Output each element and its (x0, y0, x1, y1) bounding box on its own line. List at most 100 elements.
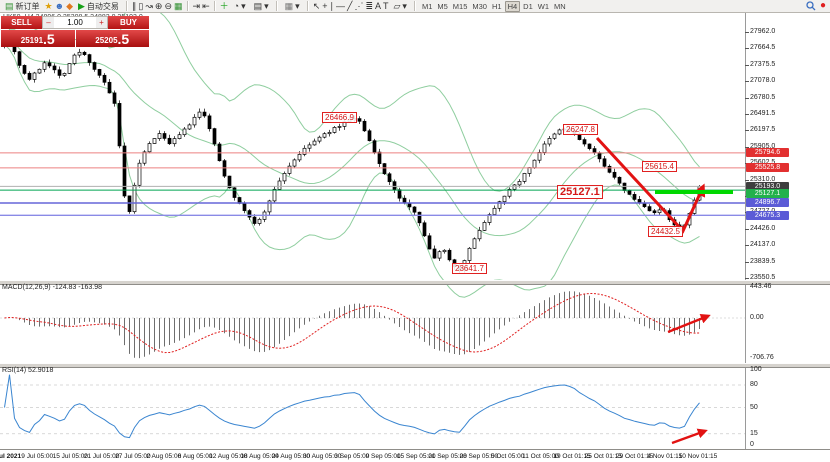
indicators-add-icon[interactable]: ＋ (219, 1, 229, 11)
auto-trading-label: 自动交易 (86, 1, 119, 11)
price-tick-mark (745, 261, 749, 263)
time-axis-label: 2 Aug 05:00 (146, 453, 182, 460)
toolbar-separator (186, 1, 189, 11)
timeframe-button-m1[interactable]: M1 (421, 1, 433, 11)
cursor-icon[interactable]: ↖ (312, 1, 321, 11)
bid-price-main: 25191 (20, 36, 44, 45)
horizontal-line-icon[interactable]: ― (336, 1, 346, 11)
time-axis-label: 11 Oct 05:00 (522, 453, 559, 460)
zoom-in-icon[interactable]: ⊕ (154, 1, 163, 11)
text-tool-icon[interactable]: A (374, 1, 381, 11)
shapes-button[interactable]: ▱ ▾ (391, 0, 410, 12)
volume-decrease-button[interactable]: – (43, 17, 54, 28)
time-axis-label: 19 Oct 01:15 (553, 453, 591, 460)
auto-trading-button[interactable]: ▶ 自动交易 (75, 0, 122, 12)
timeframe-button-d1[interactable]: D1 (523, 1, 533, 11)
price-level-tag: 25525.8 (746, 163, 789, 173)
chart-region: HK50-,H4 24896.0 25308.5 24882.0 25193.0… (0, 13, 830, 449)
timeframe-button-m30[interactable]: M30 (472, 1, 487, 11)
timeframe-button-m5[interactable]: M5 (437, 1, 448, 11)
bid-price-button[interactable]: 25191 .5 (1, 30, 75, 47)
profile-icon[interactable]: ☻ (54, 1, 65, 11)
sell-button[interactable]: SELL (1, 16, 42, 29)
auto-trading-play-icon: ▶ (78, 1, 85, 11)
time-axis-label: 9 Sep 05:00 (365, 453, 401, 460)
price-chart-canvas[interactable] (0, 13, 830, 449)
swing-label-25127[interactable]: 25127.1 (557, 185, 603, 199)
bar-chart-icon[interactable]: ∥ (131, 1, 137, 11)
time-axis-label: 6 Aug 05:00 (177, 453, 213, 460)
swing-label-25615[interactable]: 25615.4 (642, 161, 677, 172)
label-tool-icon[interactable]: T (383, 1, 389, 11)
templates-icon: ▤ (253, 1, 263, 11)
bid-price-fraction: .5 (43, 31, 55, 47)
time-axis-label: 5 Jul 2021 (0, 453, 22, 460)
periods-button[interactable]: ◔ ▾ (231, 0, 249, 12)
swing-label-24432[interactable]: 24432.5 (648, 226, 683, 237)
price-level-tag: 24896.7 (746, 198, 789, 208)
price-tick-label: 27078.0 (750, 77, 776, 85)
timeframe-button-h1[interactable]: H1 (491, 1, 502, 11)
channel-icon[interactable]: ⋰ (354, 1, 364, 11)
tile-windows-icon[interactable]: ▦ (174, 1, 183, 11)
price-tick-label: 26780.5 (750, 93, 776, 101)
timeframe-button-h4[interactable]: H4 (504, 0, 521, 12)
vertical-line-icon[interactable]: ∣ (329, 1, 335, 11)
price-level-tag: 25794.6 (746, 148, 789, 158)
price-tick-label: 27664.5 (750, 44, 776, 52)
ask-price-main: 25205 (95, 36, 118, 45)
alert-notification-icon[interactable]: ● (819, 0, 826, 11)
line-chart-icon[interactable]: ↝ (145, 1, 153, 11)
timeframe-toolbar: M1 M5 M15 M30 H1 H4 D1 W1 MN (420, 0, 568, 12)
price-tick-mark (745, 278, 749, 279)
price-tick-mark (745, 146, 749, 148)
trendline-icon[interactable]: ╱ (347, 1, 353, 11)
buy-button[interactable]: BUY (108, 16, 149, 29)
price-level-tag: 24675.3 (746, 210, 789, 220)
timeframe-button-m15[interactable]: M15 (452, 1, 468, 11)
price-tick-mark (745, 32, 749, 33)
main-toolbar: ▤ 新订单 ★ ☻ ◆ ▶ 自动交易 ∥ ▯ ↝ ⊕ ⊖ ▦ ⇥ ⇤ ＋ ◔ ▾… (0, 0, 830, 13)
time-axis-label: 28 Sep 05:00 (459, 453, 499, 460)
time-axis-label: 9 Jul 05:00 (21, 453, 54, 460)
chevron-down-icon: ▾ (264, 1, 269, 11)
profiles-icon: ▦ (284, 1, 294, 11)
market-icon[interactable]: ◆ (66, 1, 73, 11)
templates-button[interactable]: ▤ ▾ (251, 0, 272, 12)
candlestick-chart-icon[interactable]: ▯ (138, 1, 144, 11)
timeframe-button-mn[interactable]: MN (554, 1, 566, 11)
time-axis-label: 30 Aug 05:00 (303, 453, 342, 460)
toolbar-separator (275, 1, 278, 11)
swing-label-26466[interactable]: 26466.9 (322, 112, 357, 123)
macd-axis-label: 443.46 (750, 283, 772, 290)
price-axis-divider (745, 13, 746, 449)
crosshair-icon[interactable]: + (322, 1, 328, 11)
chevron-down-icon: ▾ (402, 1, 407, 11)
price-tick-mark (745, 114, 749, 115)
new-order-button[interactable]: ▤ 新订单 (2, 0, 43, 12)
ask-price-button[interactable]: 25205 .5 (75, 30, 149, 47)
profiles-button[interactable]: ▦ ▾ (282, 0, 303, 12)
auto-scroll-icon[interactable]: ⇥ (192, 1, 201, 11)
price-tick-label: 25905.0 (750, 142, 776, 150)
favorites-icon[interactable]: ★ (44, 1, 53, 11)
pane-separator[interactable] (0, 363, 830, 368)
pane-separator[interactable] (0, 280, 830, 285)
one-click-trade-panel: SELL – 1.00 + BUY 25191 .5 25205 .5 (1, 16, 149, 47)
swing-label-23641[interactable]: 23641.7 (452, 263, 487, 274)
macd-axis-label: 0.00 (750, 314, 764, 321)
volume-increase-button[interactable]: + (96, 17, 107, 28)
timeframe-button-w1[interactable]: W1 (537, 1, 550, 11)
fibonacci-icon[interactable]: ≣ (365, 1, 373, 11)
new-order-icon: ▤ (5, 1, 14, 11)
volume-value[interactable]: 1.00 (67, 18, 83, 27)
chevron-down-icon: ▾ (295, 1, 300, 11)
chart-shift-icon[interactable]: ⇤ (202, 1, 210, 11)
zoom-out-icon[interactable]: ⊖ (164, 1, 173, 11)
price-tick-label: 24426.0 (750, 224, 776, 232)
price-tick-label: 23550.5 (750, 274, 776, 281)
swing-label-26247[interactable]: 26247.8 (563, 124, 598, 135)
search-icon[interactable] (806, 1, 816, 11)
rsi-axis-label: 100 (750, 366, 762, 373)
